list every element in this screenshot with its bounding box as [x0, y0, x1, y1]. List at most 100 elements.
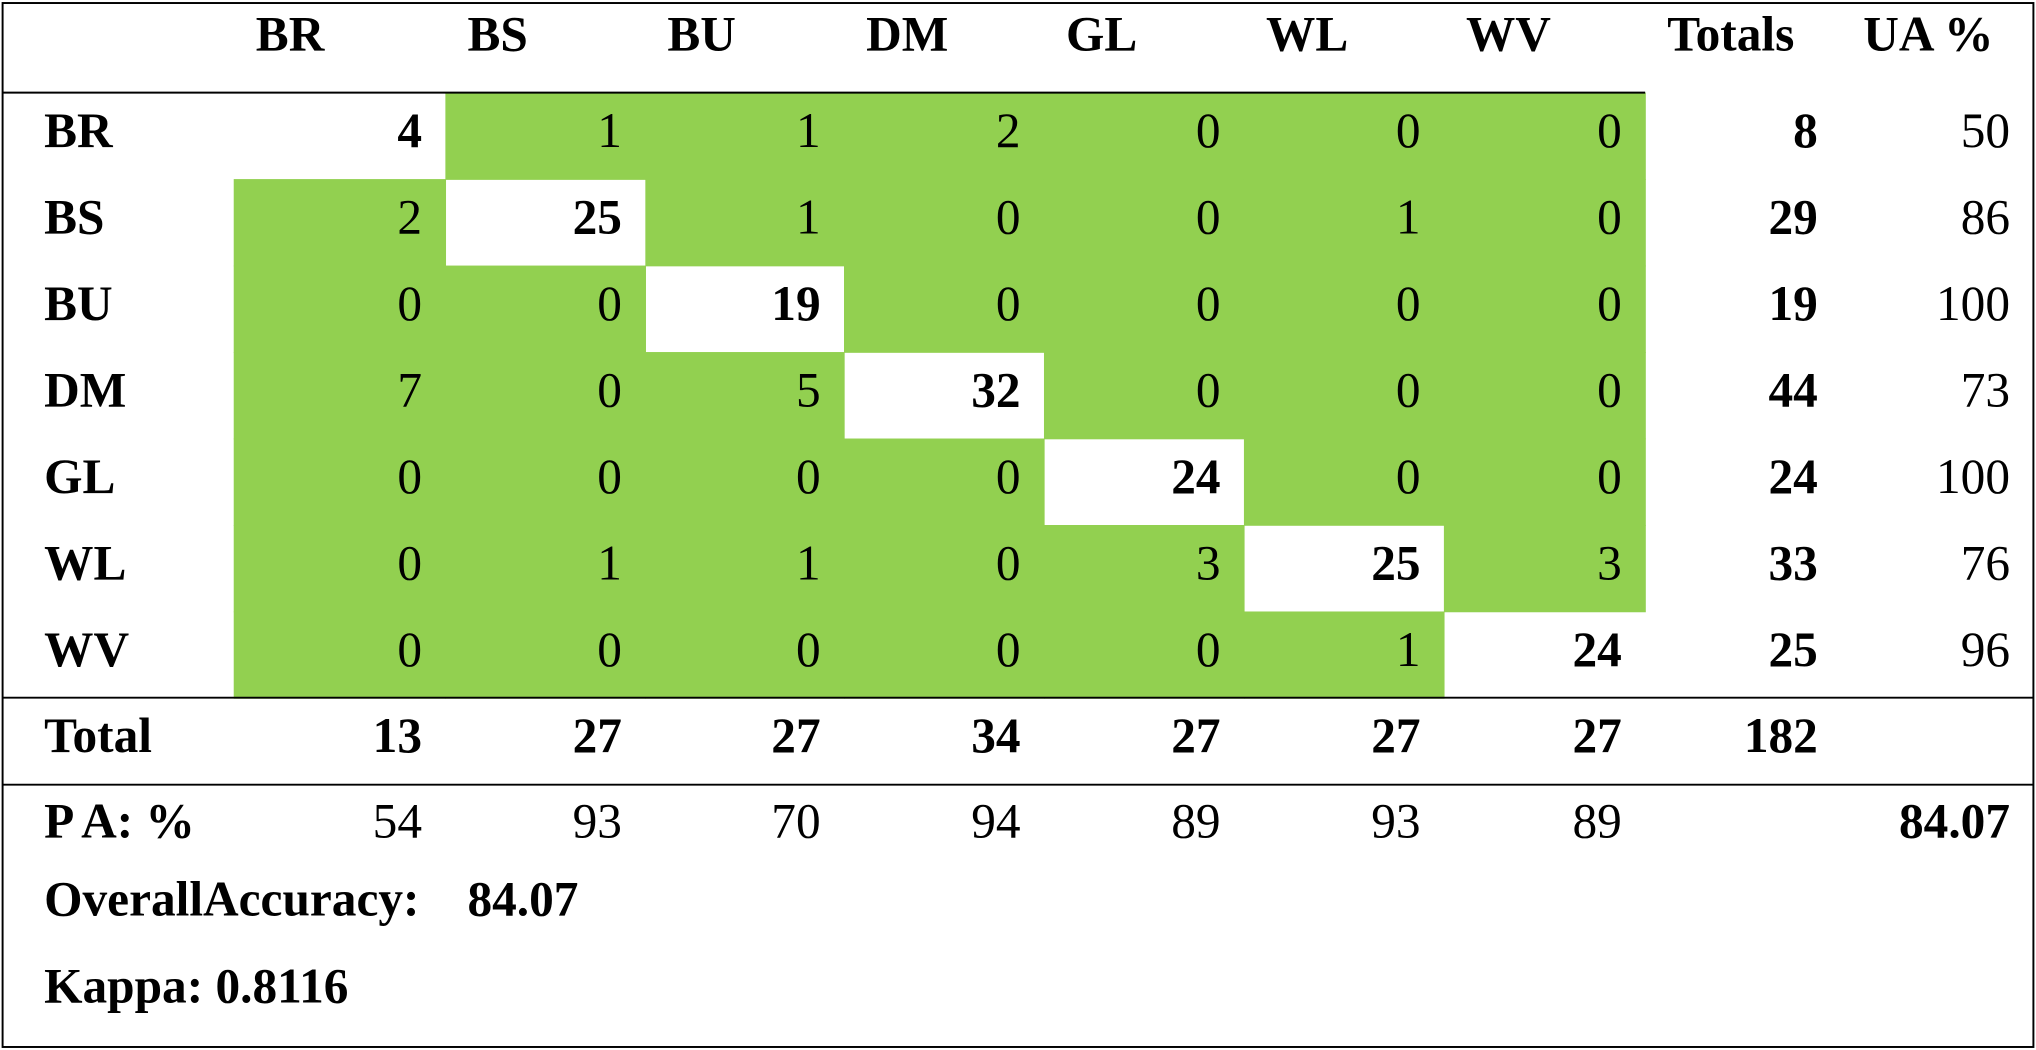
row-label: WV: [44, 622, 129, 677]
column-total: 27: [1371, 708, 1420, 763]
cell-bg: [1043, 92, 1245, 180]
cell-bg: [645, 611, 845, 699]
cell-bg: [1243, 352, 1445, 440]
diagonal-cell: 25: [1371, 536, 1420, 591]
cell: 0: [1196, 622, 1221, 677]
cell-bg: [445, 352, 646, 440]
cell: 1: [1396, 622, 1421, 677]
cell-bg: [1443, 438, 1646, 526]
cell: 0: [397, 276, 422, 331]
cell: 0: [996, 276, 1021, 331]
cell: 3: [1597, 536, 1622, 591]
cell: 0: [996, 190, 1021, 245]
cell-bg: [1243, 179, 1445, 267]
cell: 2: [996, 103, 1021, 158]
cell-bg: [445, 611, 646, 699]
row-total: 44: [1769, 363, 1818, 418]
row-total: 8: [1793, 103, 1818, 158]
cell-bg: [844, 92, 1045, 180]
cell-bg: [1443, 525, 1646, 613]
cell-bg: [233, 179, 447, 267]
diagonal-cell: 32: [971, 363, 1020, 418]
row-label: WL: [44, 536, 126, 591]
overall-value: 84.07: [467, 871, 578, 926]
cell-bg: [1243, 611, 1445, 699]
user-accuracy: 96: [1961, 622, 2010, 677]
cell: 0: [1196, 190, 1221, 245]
cell: 0: [597, 276, 622, 331]
cell-bg: [1443, 179, 1646, 267]
cell: 0: [597, 449, 622, 504]
user-accuracy: 76: [1961, 536, 2010, 591]
producer-accuracy: 89: [1572, 794, 1621, 849]
cell: 2: [397, 190, 422, 245]
cell: 0: [1597, 190, 1622, 245]
cell: 0: [397, 449, 422, 504]
row-total: 29: [1769, 190, 1818, 245]
cell-bg: [844, 611, 1045, 699]
cell: 3: [1196, 536, 1221, 591]
cell-bg: [844, 179, 1045, 267]
cell: 0: [1196, 103, 1221, 158]
producer-accuracy: 93: [1371, 794, 1420, 849]
column-total: 13: [373, 708, 422, 763]
producer-accuracy: 89: [1171, 794, 1220, 849]
cell-bg: [1043, 179, 1245, 267]
cell: 1: [796, 103, 821, 158]
cell: 0: [1396, 276, 1421, 331]
column-header: Totals: [1667, 7, 1794, 62]
user-accuracy: 73: [1961, 363, 2010, 418]
cell: 1: [597, 103, 622, 158]
cell-bg: [645, 438, 845, 526]
diagonal-cell: 24: [1171, 449, 1220, 504]
user-accuracy: 100: [1936, 449, 2010, 504]
cell-bg: [1443, 352, 1646, 440]
cell: 0: [1196, 363, 1221, 418]
cell-bg: [233, 265, 447, 353]
cell-bg: [844, 265, 1045, 353]
column-total: 34: [971, 708, 1020, 763]
row-total: 25: [1769, 622, 1818, 677]
cell: 0: [597, 622, 622, 677]
cell: 1: [796, 190, 821, 245]
producer-accuracy: 93: [573, 794, 622, 849]
cell-bg: [233, 525, 447, 613]
row-label: BR: [44, 103, 114, 158]
row-label: BU: [44, 276, 113, 331]
producer-accuracy: 70: [771, 794, 820, 849]
column-header: BU: [667, 7, 736, 62]
total-label: Total: [44, 708, 152, 763]
cell-bg: [645, 525, 845, 613]
cell-bg: [1043, 265, 1245, 353]
cell: 0: [1597, 449, 1622, 504]
diagonal-cell: 19: [771, 276, 820, 331]
column-header: GL: [1066, 7, 1137, 62]
cell-bg: [1243, 438, 1445, 526]
cell: 0: [996, 449, 1021, 504]
cell-bg: [1243, 265, 1445, 353]
row-label: DM: [44, 363, 126, 418]
cell: 0: [796, 449, 821, 504]
column-header: BS: [467, 7, 527, 62]
diagonal-cell: 24: [1572, 622, 1621, 677]
overall-label: OverallAccuracy:: [44, 871, 419, 926]
row-total: 24: [1769, 449, 1818, 504]
cell-bg: [445, 265, 646, 353]
cell-backgrounds: [233, 92, 1646, 699]
cell: 0: [1597, 276, 1622, 331]
producer-accuracy: 94: [971, 794, 1020, 849]
cell: 0: [397, 622, 422, 677]
cell-bg: [233, 352, 447, 440]
cell-bg: [1443, 92, 1646, 180]
cell: 7: [397, 363, 422, 418]
column-total: 27: [771, 708, 820, 763]
user-accuracy: 100: [1936, 276, 2010, 331]
cell: 0: [597, 363, 622, 418]
row-label: BS: [44, 190, 104, 245]
column-header: UA %: [1863, 7, 1993, 62]
cell: 0: [1396, 363, 1421, 418]
cell: 0: [996, 536, 1021, 591]
